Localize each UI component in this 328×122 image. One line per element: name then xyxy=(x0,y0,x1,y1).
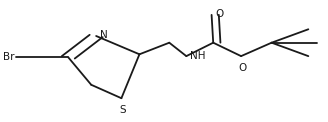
Text: N: N xyxy=(100,30,108,40)
Text: S: S xyxy=(120,105,126,115)
Text: O: O xyxy=(215,9,224,19)
Text: NH: NH xyxy=(190,51,206,61)
Text: Br: Br xyxy=(3,52,15,62)
Text: O: O xyxy=(238,63,247,73)
